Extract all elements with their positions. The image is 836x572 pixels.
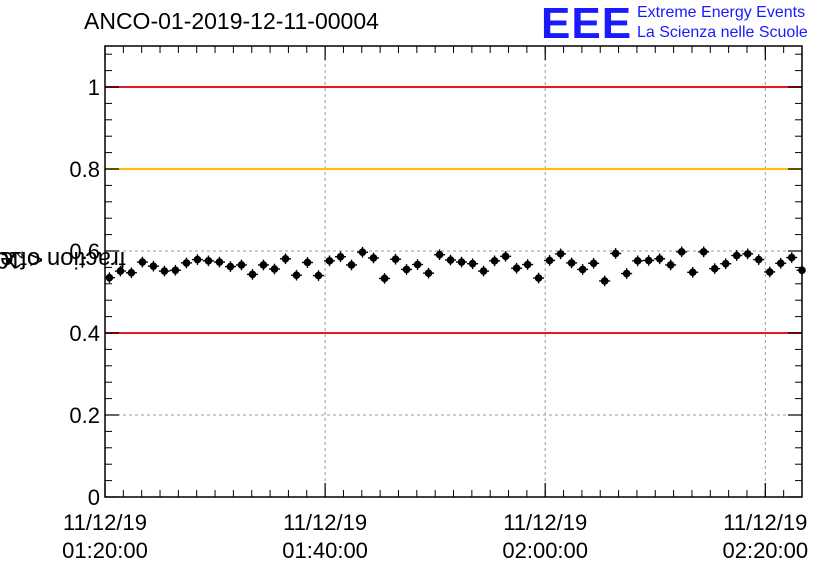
- reference-lines: [105, 86, 802, 334]
- data-point: [666, 261, 675, 269]
- data-point: [468, 259, 477, 268]
- logo-line-2: La Scienza nelle Scuole: [637, 24, 808, 41]
- y-tick-label: 0.2: [69, 403, 100, 428]
- logo-line-1: Extreme Energy Events: [637, 4, 806, 21]
- data-point: [270, 265, 279, 273]
- x-tick-label-date: 11/12/19: [723, 510, 807, 535]
- y-tick-label: 0.6: [69, 239, 100, 264]
- y-tick-label: 0: [88, 485, 100, 510]
- data-point: [578, 265, 587, 274]
- data-point: [556, 250, 565, 258]
- data-point: [149, 262, 158, 270]
- data-point: [281, 254, 290, 263]
- data-point: [105, 273, 114, 282]
- data-point: [138, 258, 147, 266]
- data-point: [512, 264, 521, 273]
- x-tick-label-date: 11/12/19: [63, 510, 147, 535]
- data-point: [303, 258, 312, 267]
- data-point: [402, 265, 411, 274]
- axis-ticks: [104, 46, 803, 498]
- data-point: [292, 271, 301, 279]
- data-point: [226, 262, 235, 271]
- data-point: [380, 274, 389, 283]
- data-point: [688, 268, 697, 277]
- plot-frame: [104, 45, 803, 498]
- chart-title: ANCO-01-2019-12-11-00004: [84, 8, 379, 34]
- x-tick-label-time: 02:20:00: [722, 538, 808, 563]
- grid-layer: [105, 46, 802, 497]
- data-point: [523, 260, 532, 269]
- data-point: [545, 256, 554, 265]
- y-tick-label: 0.4: [69, 321, 100, 346]
- data-point: [424, 269, 433, 277]
- x-tick-label-time: 01:20:00: [62, 538, 148, 563]
- data-point: [259, 261, 268, 269]
- data-point: [325, 257, 334, 265]
- data-point: [369, 254, 378, 262]
- x-tick-label-date: 11/12/19: [503, 510, 587, 535]
- data-point: [160, 267, 169, 275]
- data-point: [677, 248, 686, 256]
- data-point: [479, 267, 488, 275]
- data-point: [193, 255, 202, 264]
- data-point: [314, 271, 323, 280]
- data-points: [105, 246, 806, 287]
- data-point: [721, 259, 730, 268]
- eee-logo-text: Extreme Energy Events La Scienza nelle S…: [637, 3, 808, 43]
- data-point: [600, 277, 609, 285]
- data-point: [116, 267, 125, 275]
- data-point: [413, 260, 422, 269]
- tick-labels: 0 0.2 0.4 0.6 0.8 1 11/12/19 01:20:00 11/12/19 01…: [62, 75, 808, 563]
- data-point: [457, 258, 466, 266]
- data-point: [732, 251, 741, 260]
- data-point: [435, 250, 444, 259]
- data-point: [567, 259, 576, 267]
- data-point: [237, 261, 246, 269]
- data-point: [358, 248, 367, 257]
- data-point: [490, 257, 499, 265]
- data-point: [248, 270, 257, 279]
- data-point: [336, 252, 345, 261]
- y-tick-label: 0.8: [69, 157, 100, 182]
- data-point: [710, 264, 719, 273]
- data-point: [743, 250, 752, 258]
- data-point: [622, 269, 631, 278]
- data-point: [446, 256, 455, 264]
- data-point: [391, 255, 400, 263]
- x-tick-label-date: 11/12/19: [283, 510, 367, 535]
- data-point: [644, 256, 653, 265]
- data-point: [655, 254, 664, 263]
- data-point: [765, 268, 774, 276]
- data-point: [127, 268, 136, 277]
- x-tick-label-time: 01:40:00: [282, 538, 368, 563]
- data-point: [501, 252, 510, 261]
- data-point: [776, 259, 785, 268]
- y-tick-label: 1: [88, 75, 100, 100]
- data-point: [589, 259, 598, 268]
- x-tick-label-time: 02:00:00: [502, 538, 588, 563]
- data-point: [633, 257, 642, 265]
- data-point: [787, 253, 796, 262]
- data-point: [204, 257, 213, 265]
- eee-logo: EEE: [541, 0, 633, 48]
- data-point: [699, 248, 708, 256]
- data-point: [347, 261, 356, 269]
- data-point: [182, 259, 191, 267]
- data-point: [534, 274, 543, 282]
- data-point: [171, 266, 180, 275]
- data-point: [215, 258, 224, 266]
- data-point: [754, 255, 763, 264]
- data-point: [611, 249, 620, 258]
